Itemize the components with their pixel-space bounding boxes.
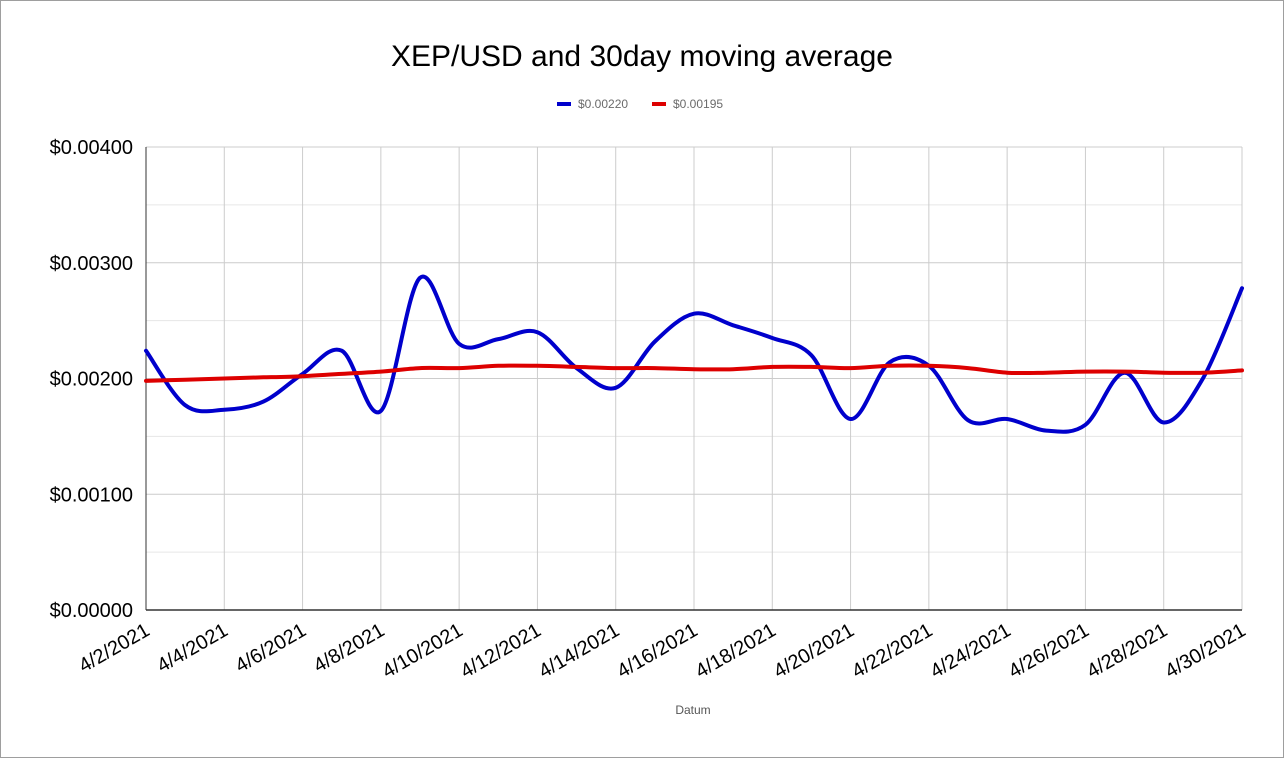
x-tick-label: 4/8/2021: [310, 619, 388, 677]
x-axis-ticks: 4/2/2021 4/4/2021 4/6/2021 4/8/20214/10/202…: [75, 619, 1249, 683]
y-tick-label: $0.00200: [50, 369, 133, 391]
x-tick-label: 4/14/2021: [535, 619, 623, 683]
y-tick-label: $0.00100: [50, 484, 133, 506]
y-tick-label: $0.00000: [50, 600, 133, 622]
x-tick-label: 4/12/2021: [457, 619, 545, 683]
x-tick-label: 4/20/2021: [770, 619, 858, 683]
x-tick-label: 4/30/2021: [1161, 619, 1249, 683]
legend-label-series-1: $0.00220: [578, 97, 628, 111]
series-line-2[interactable]: [144, 363, 1244, 383]
chart-title: XEP/USD and 30day moving average: [391, 40, 893, 73]
legend-label-series-2: $0.00195: [673, 97, 723, 111]
x-tick-label: 4/10/2021: [379, 619, 467, 683]
x-tick-label: 4/2/2021: [75, 619, 153, 677]
legend-item-series-2[interactable]: $0.00195: [652, 97, 723, 111]
y-tick-label: $0.00400: [50, 137, 133, 159]
x-tick-label: 4/16/2021: [613, 619, 701, 683]
legend-item-series-1[interactable]: $0.00220: [557, 97, 628, 111]
series-lines: [144, 274, 1244, 434]
x-tick-label: 4/24/2021: [927, 619, 1015, 683]
x-tick-label: 4/4/2021: [153, 619, 231, 677]
x-tick-label: 4/28/2021: [1083, 619, 1171, 683]
x-tick-label: 4/22/2021: [848, 619, 936, 683]
x-tick-label: 4/18/2021: [692, 619, 780, 683]
gridlines: [145, 146, 1243, 611]
x-axis-label: Datum: [675, 703, 710, 717]
x-tick-label: 4/26/2021: [1005, 619, 1093, 683]
y-tick-label: $0.00300: [50, 253, 133, 275]
legend: $0.00220 $0.00195: [557, 97, 723, 111]
y-axis-ticks: $0.00000 $0.00100 $0.00200 $0.00300 $0.00400: [50, 137, 133, 622]
x-tick-label: 4/6/2021: [232, 619, 310, 677]
series-line-1[interactable]: [144, 274, 1244, 434]
